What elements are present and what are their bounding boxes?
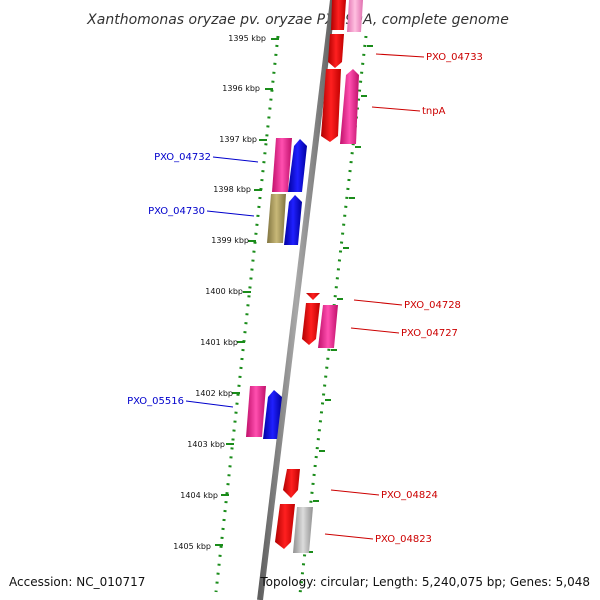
- gene-label-group[interactable]: PXO_05516: [127, 396, 234, 408]
- gene-label-group[interactable]: PXO_04728: [353, 299, 461, 311]
- kbp-tick-group: 1395 kbp 1396 kbp 1397 kbp 1398 kbp 1399…: [173, 34, 373, 553]
- gene-feature-red[interactable]: [302, 303, 320, 345]
- tick: 1404 kbp: [180, 491, 229, 500]
- tick-label: 1399 kbp: [211, 236, 249, 245]
- gene-leader-line: [185, 400, 234, 408]
- gene-label-group[interactable]: PXO_04733: [375, 52, 483, 63]
- accession-text: Accession: NC_010717: [9, 575, 145, 589]
- gene-leader-line: [206, 210, 255, 217]
- gene-feature-pink[interactable]: [347, 0, 363, 32]
- gene-feature-red[interactable]: [275, 504, 295, 549]
- tick: 1398 kbp: [213, 185, 262, 194]
- gene-label[interactable]: PXO_04727: [401, 328, 458, 339]
- gene-features: [246, 0, 363, 553]
- gene-label[interactable]: tnpA: [422, 106, 446, 117]
- right-gene-labels: PXO_04733 tnpA PXO_04728 PXO_04727 PXO_0…: [324, 52, 483, 545]
- gene-label-group[interactable]: tnpA: [371, 106, 446, 117]
- tick-label: 1396 kbp: [222, 84, 260, 93]
- gene-leader-line: [212, 156, 259, 163]
- gene-feature-magenta[interactable]: [246, 386, 266, 437]
- gene-feature-red[interactable]: [283, 469, 300, 498]
- tick: 1402 kbp: [195, 389, 240, 398]
- gene-feature-red[interactable]: [306, 293, 320, 300]
- gene-leader-line: [330, 489, 380, 496]
- gene-label[interactable]: PXO_04728: [404, 300, 461, 311]
- tick: 1395 kbp: [228, 34, 279, 43]
- topology-text: Topology: circular; Length: 5,240,075 bp…: [259, 575, 590, 589]
- tick: 1396 kbp: [222, 84, 273, 93]
- gene-leader-line: [350, 327, 400, 334]
- gene-feature-magenta[interactable]: [318, 305, 338, 348]
- tick-label: 1401 kbp: [200, 338, 238, 347]
- gene-feature-magenta[interactable]: [340, 69, 359, 144]
- gene-feature-blue[interactable]: [284, 195, 302, 245]
- gene-leader-line: [353, 299, 403, 306]
- tick-label: 1402 kbp: [195, 389, 233, 398]
- tick-label: 1404 kbp: [180, 491, 218, 500]
- gene-leader-line: [324, 533, 374, 540]
- tick-label: 1395 kbp: [228, 34, 266, 43]
- tick-label: 1398 kbp: [213, 185, 251, 194]
- left-gene-labels: PXO_04732 PXO_04730 PXO_05516: [127, 152, 259, 408]
- gene-feature-magenta[interactable]: [272, 138, 292, 192]
- gene-label[interactable]: PXO_04730: [148, 206, 205, 217]
- gene-feature-red[interactable]: [331, 0, 346, 30]
- tick-label: 1405 kbp: [173, 542, 211, 551]
- tick: 1397 kbp: [219, 135, 267, 144]
- gene-leader-line: [371, 106, 421, 112]
- gene-label[interactable]: PXO_04824: [381, 490, 438, 501]
- gene-label[interactable]: PXO_04733: [426, 52, 483, 63]
- gene-label-group[interactable]: PXO_04727: [350, 327, 458, 339]
- tick: 1403 kbp: [187, 440, 234, 449]
- tick: 1400 kbp: [205, 287, 251, 296]
- gene-label[interactable]: PXO_04823: [375, 534, 432, 545]
- left-dotted-guide: [214, 35, 280, 593]
- gene-feature-blue[interactable]: [288, 139, 307, 192]
- tick: 1405 kbp: [173, 542, 223, 551]
- gene-label[interactable]: PXO_05516: [127, 396, 184, 407]
- gene-feature-red[interactable]: [321, 69, 341, 142]
- tick: 1399 kbp: [211, 236, 256, 245]
- gene-leader-line: [375, 53, 425, 58]
- gene-label-group[interactable]: PXO_04730: [148, 206, 255, 217]
- gene-feature-olive[interactable]: [267, 194, 286, 243]
- gene-feature-red[interactable]: [328, 34, 344, 68]
- tick-label: 1400 kbp: [205, 287, 243, 296]
- gene-label-group[interactable]: PXO_04824: [330, 489, 438, 501]
- gene-feature-gray[interactable]: [293, 507, 313, 553]
- gene-label-group[interactable]: PXO_04732: [154, 152, 259, 163]
- tick: 1401 kbp: [200, 338, 245, 347]
- tick-label: 1403 kbp: [187, 440, 225, 449]
- gene-label-group[interactable]: PXO_04823: [324, 533, 432, 545]
- gene-label[interactable]: PXO_04732: [154, 152, 211, 163]
- map-title: Xanthomonas oryzae pv. oryzae PXO99A, co…: [86, 12, 509, 28]
- gene-feature-blue[interactable]: [263, 390, 282, 439]
- tick-label: 1397 kbp: [219, 135, 257, 144]
- genome-backbone: [257, 0, 336, 600]
